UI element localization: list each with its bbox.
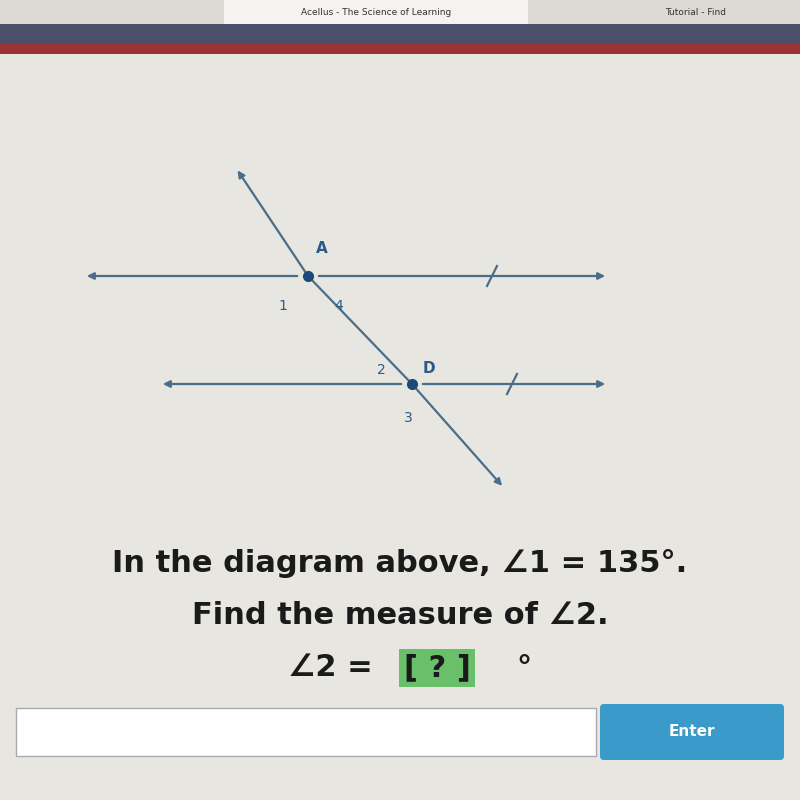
Text: Tutorial - Find: Tutorial - Find [666, 8, 726, 17]
Bar [584, 0, 800, 24]
Bar [0, 0, 800, 24]
Text: °: ° [516, 654, 531, 682]
Bar [16, 708, 596, 756]
Text: In the diagram above, ∠1 = 135°.: In the diagram above, ∠1 = 135°. [112, 550, 688, 578]
Bar [0, 44, 800, 54]
Bar [224, 0, 528, 24]
Text: [ ? ]: [ ? ] [404, 654, 471, 682]
Text: D: D [422, 361, 435, 376]
Text: 4: 4 [334, 299, 342, 314]
Text: ∠2 =: ∠2 = [288, 654, 383, 682]
Text: 1: 1 [278, 299, 287, 314]
Text: 3: 3 [404, 410, 412, 425]
FancyBboxPatch shape [600, 704, 784, 760]
Bar [0, 24, 800, 44]
Text: Find the measure of ∠2.: Find the measure of ∠2. [192, 602, 608, 630]
Text: Acellus - The Science of Learning: Acellus - The Science of Learning [301, 8, 451, 17]
Text: Enter: Enter [669, 725, 715, 739]
Text: A: A [316, 241, 328, 256]
Text: 2: 2 [378, 362, 386, 377]
